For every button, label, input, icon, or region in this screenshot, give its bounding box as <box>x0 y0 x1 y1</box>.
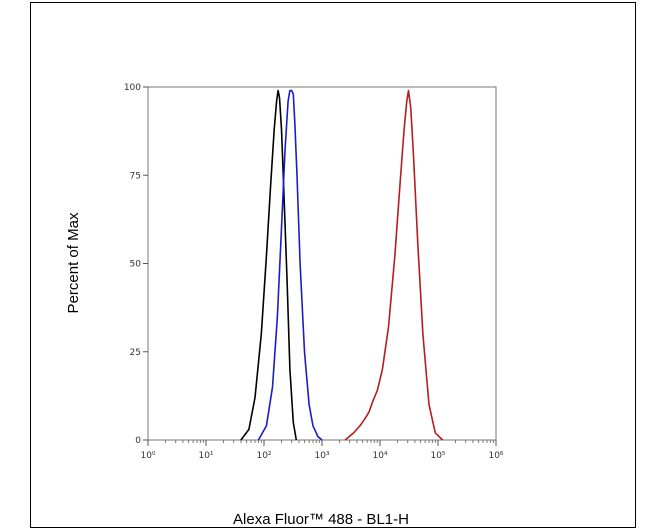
x-tick-label: 10³ <box>314 451 329 461</box>
series-line-2 <box>257 89 323 441</box>
x-tick-label: 10⁵ <box>430 451 445 461</box>
x-tick-label: 10⁴ <box>372 451 387 461</box>
x-tick-label: 10¹ <box>198 451 213 461</box>
x-axis: 10⁰ 10¹ 10² 10³ 10⁴ 10⁵ 10⁶ <box>140 440 504 461</box>
y-tick-label: 100 <box>124 83 141 93</box>
series-group <box>240 89 444 441</box>
series-line-1 <box>240 89 298 441</box>
x-tick-label: 10⁶ <box>488 451 503 461</box>
y-axis: 0 25 50 75 100 <box>124 83 148 446</box>
y-axis-label: Percent of Max <box>65 212 82 313</box>
y-tick-label: 0 <box>135 436 141 446</box>
y-tick-label: 25 <box>130 348 141 358</box>
y-tick-label: 75 <box>130 171 141 181</box>
series-line-3 <box>344 89 444 441</box>
x-tick-label: 10² <box>256 451 271 461</box>
plot-area <box>147 86 497 441</box>
y-tick-label: 50 <box>130 260 142 270</box>
x-tick-label: 10⁰ <box>140 451 155 461</box>
x-axis-label: Alexa Fluor™ 488 - BL1-H <box>233 511 409 528</box>
